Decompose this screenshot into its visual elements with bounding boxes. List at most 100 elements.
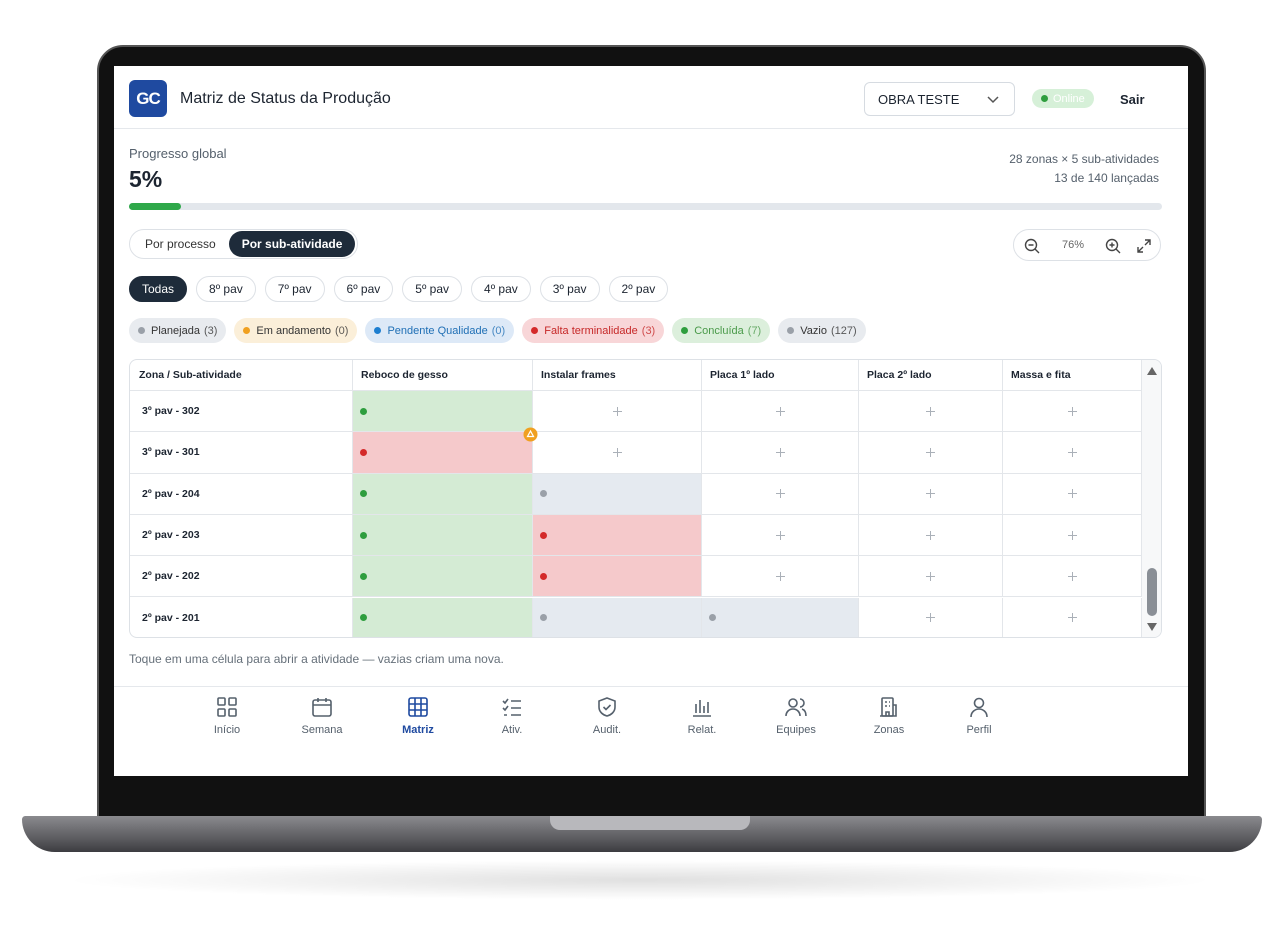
column-header: Instalar frames [533, 360, 702, 391]
matrix-cell[interactable] [702, 556, 859, 598]
scroll-thumb[interactable] [1147, 568, 1157, 616]
project-select[interactable]: OBRA TESTE [864, 82, 1015, 116]
nav-item[interactable]: Audit. [567, 696, 647, 736]
matrix-cell[interactable] [702, 432, 859, 474]
nav-label: Perfil [966, 724, 992, 736]
nav-label: Ativ. [501, 724, 523, 736]
matrix-cell[interactable] [1003, 597, 1142, 637]
nav-divider [114, 686, 1188, 687]
floor-chip[interactable]: Todas [129, 276, 188, 302]
nav-item[interactable]: Ativ. [472, 696, 552, 736]
floor-chip[interactable]: 3º pav [539, 276, 600, 302]
matrix-cell[interactable] [533, 473, 702, 515]
status-dot [540, 614, 547, 622]
matrix-cell[interactable] [1003, 432, 1142, 474]
nav-item[interactable]: Semana [282, 696, 362, 736]
matrix-cell[interactable] [1003, 556, 1142, 598]
nav-label: Equipes [776, 724, 816, 736]
matrix-cell[interactable] [859, 473, 1003, 515]
summary-line: 28 zonas × 5 sub-atividades [1009, 152, 1159, 166]
matrix-cell[interactable] [1003, 391, 1142, 433]
status-dot [360, 407, 367, 415]
legend-dot [138, 327, 145, 334]
zone-label: 2º pav - 201 [130, 597, 353, 637]
status-dot [360, 531, 367, 539]
floor-chip[interactable]: 7º pav [264, 276, 325, 302]
toggle-option[interactable]: Por processo [145, 237, 216, 251]
floor-chip[interactable]: 4º pav [471, 276, 531, 302]
matrix-cell[interactable] [353, 391, 533, 433]
nav-label: Zonas [873, 724, 905, 736]
matrix-cell[interactable] [533, 432, 702, 474]
legend-label: Pendente Qualidade [387, 324, 488, 337]
column-header: Reboco de gesso [353, 360, 533, 391]
legend-chip[interactable]: Planejada (3) [129, 318, 227, 343]
progress-label: Progresso global [129, 146, 227, 161]
matrix-cell[interactable] [1003, 514, 1142, 557]
floor-chip[interactable]: 6º pav [333, 276, 394, 302]
matrix-cell[interactable] [702, 391, 859, 433]
matrix-cell[interactable] [533, 514, 702, 557]
nav-item[interactable]: Início [187, 696, 267, 736]
legend-chip[interactable]: Concluída (7) [672, 318, 771, 343]
nav-item[interactable]: Perfil [939, 696, 1019, 736]
matrix-cell[interactable] [702, 597, 859, 637]
nav-item[interactable]: Zonas [849, 696, 929, 736]
zoom-control: 76% [1013, 229, 1161, 261]
matrix-cell[interactable] [859, 597, 1003, 637]
summary-line: 13 de 140 lançadas [1054, 171, 1159, 185]
floor-chip[interactable]: 5º pav [402, 276, 463, 302]
toggle-option[interactable]: Por sub-atividade [228, 231, 356, 257]
header: GC Matriz de Status da Produção OBRA TES… [114, 66, 1188, 129]
zoom-in[interactable] [1105, 238, 1121, 254]
matrix-cell[interactable] [533, 391, 702, 433]
progress-value: 5% [129, 166, 163, 192]
matrix-cell[interactable] [702, 473, 859, 515]
floor-chip[interactable]: 8º pav [196, 276, 256, 302]
fullscreen[interactable] [1136, 238, 1152, 254]
laptop-notch [550, 816, 750, 830]
nav-item[interactable]: Matriz [378, 696, 458, 736]
legend-chip[interactable]: Em andamento (0) [234, 318, 358, 343]
nav-label: Semana [301, 724, 343, 736]
matrix-cell[interactable] [859, 391, 1003, 433]
logo[interactable]: GC [129, 80, 167, 117]
status-dot [709, 614, 716, 622]
floor-chip[interactable]: 2º pav [608, 276, 669, 302]
legend-chip[interactable]: Pendente Qualidade (0) [365, 318, 515, 343]
matrix-cell[interactable] [353, 432, 533, 474]
footnote: Toque em uma célula para abrir a ativida… [129, 652, 504, 666]
zoom-out[interactable] [1024, 238, 1040, 254]
status-text: Online [1053, 92, 1085, 105]
status-matrix: Zona / Sub-atividade Reboco de gesso Insta… [129, 359, 1162, 638]
matrix-cell[interactable] [702, 514, 859, 557]
legend-label: Vazio [800, 324, 827, 337]
legend-chip[interactable]: Vazio (127) [778, 318, 866, 343]
matrix-cell[interactable] [859, 514, 1003, 557]
status-pill: Online [1032, 89, 1094, 108]
matrix-cell[interactable] [1003, 473, 1142, 515]
warning-icon[interactable] [523, 427, 538, 442]
matrix-cell[interactable] [533, 556, 702, 598]
matrix-cell[interactable] [859, 432, 1003, 474]
matrix-cell[interactable] [353, 473, 533, 515]
logout[interactable]: Sair [1120, 92, 1145, 107]
matrix-cell[interactable] [353, 597, 533, 637]
app-title: Matriz de Status da Produção [180, 90, 391, 107]
legend-chip[interactable]: Falta terminalidade (3) [522, 318, 665, 343]
laptop-shadow [60, 860, 1220, 900]
matrix-cell[interactable] [353, 514, 533, 557]
legend-count: (3) [641, 324, 656, 337]
legend-label: Planejada [151, 324, 200, 337]
nav-label: Início [213, 724, 241, 736]
matrix-cell[interactable] [353, 556, 533, 598]
legend-dot [787, 327, 795, 334]
scrollbar [1142, 360, 1161, 637]
nav-item[interactable]: Relat. [662, 696, 742, 736]
column-header: Placa 2º lado [859, 360, 1003, 391]
nav-item[interactable]: Equipes [756, 696, 836, 736]
zone-label: 2º pav - 203 [130, 514, 353, 557]
matrix-cell[interactable] [859, 556, 1003, 598]
matrix-cell[interactable] [533, 597, 702, 637]
status-dot [360, 448, 367, 456]
